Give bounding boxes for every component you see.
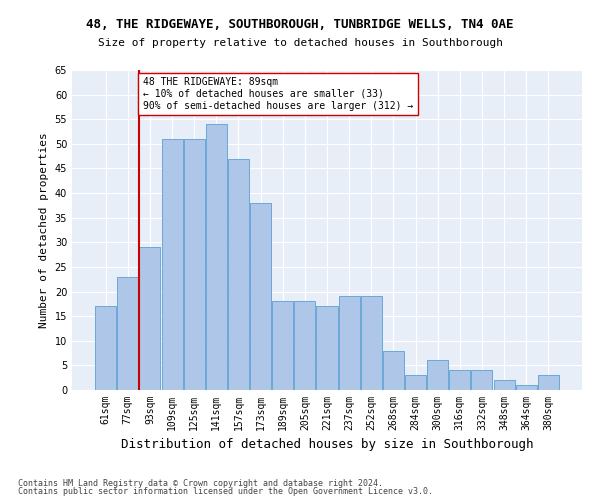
- Bar: [472, 370, 493, 390]
- Bar: [206, 124, 227, 390]
- Bar: [295, 302, 316, 390]
- Text: Contains public sector information licensed under the Open Government Licence v3: Contains public sector information licen…: [18, 487, 433, 496]
- Bar: [139, 247, 160, 390]
- X-axis label: Distribution of detached houses by size in Southborough: Distribution of detached houses by size …: [121, 438, 533, 452]
- Bar: [118, 277, 139, 390]
- Bar: [95, 306, 116, 390]
- Bar: [515, 385, 536, 390]
- Bar: [361, 296, 382, 390]
- Bar: [184, 139, 205, 390]
- Bar: [494, 380, 515, 390]
- Text: 48 THE RIDGEWAYE: 89sqm
← 10% of detached houses are smaller (33)
90% of semi-de: 48 THE RIDGEWAYE: 89sqm ← 10% of detache…: [143, 78, 413, 110]
- Bar: [383, 350, 404, 390]
- Text: 48, THE RIDGEWAYE, SOUTHBOROUGH, TUNBRIDGE WELLS, TN4 0AE: 48, THE RIDGEWAYE, SOUTHBOROUGH, TUNBRID…: [86, 18, 514, 30]
- Y-axis label: Number of detached properties: Number of detached properties: [39, 132, 49, 328]
- Bar: [338, 296, 359, 390]
- Text: Contains HM Land Registry data © Crown copyright and database right 2024.: Contains HM Land Registry data © Crown c…: [18, 478, 383, 488]
- Bar: [316, 306, 338, 390]
- Bar: [449, 370, 470, 390]
- Bar: [405, 375, 426, 390]
- Bar: [427, 360, 448, 390]
- Bar: [272, 302, 293, 390]
- Bar: [538, 375, 559, 390]
- Bar: [161, 139, 182, 390]
- Bar: [228, 158, 249, 390]
- Text: Size of property relative to detached houses in Southborough: Size of property relative to detached ho…: [97, 38, 503, 48]
- Bar: [250, 203, 271, 390]
